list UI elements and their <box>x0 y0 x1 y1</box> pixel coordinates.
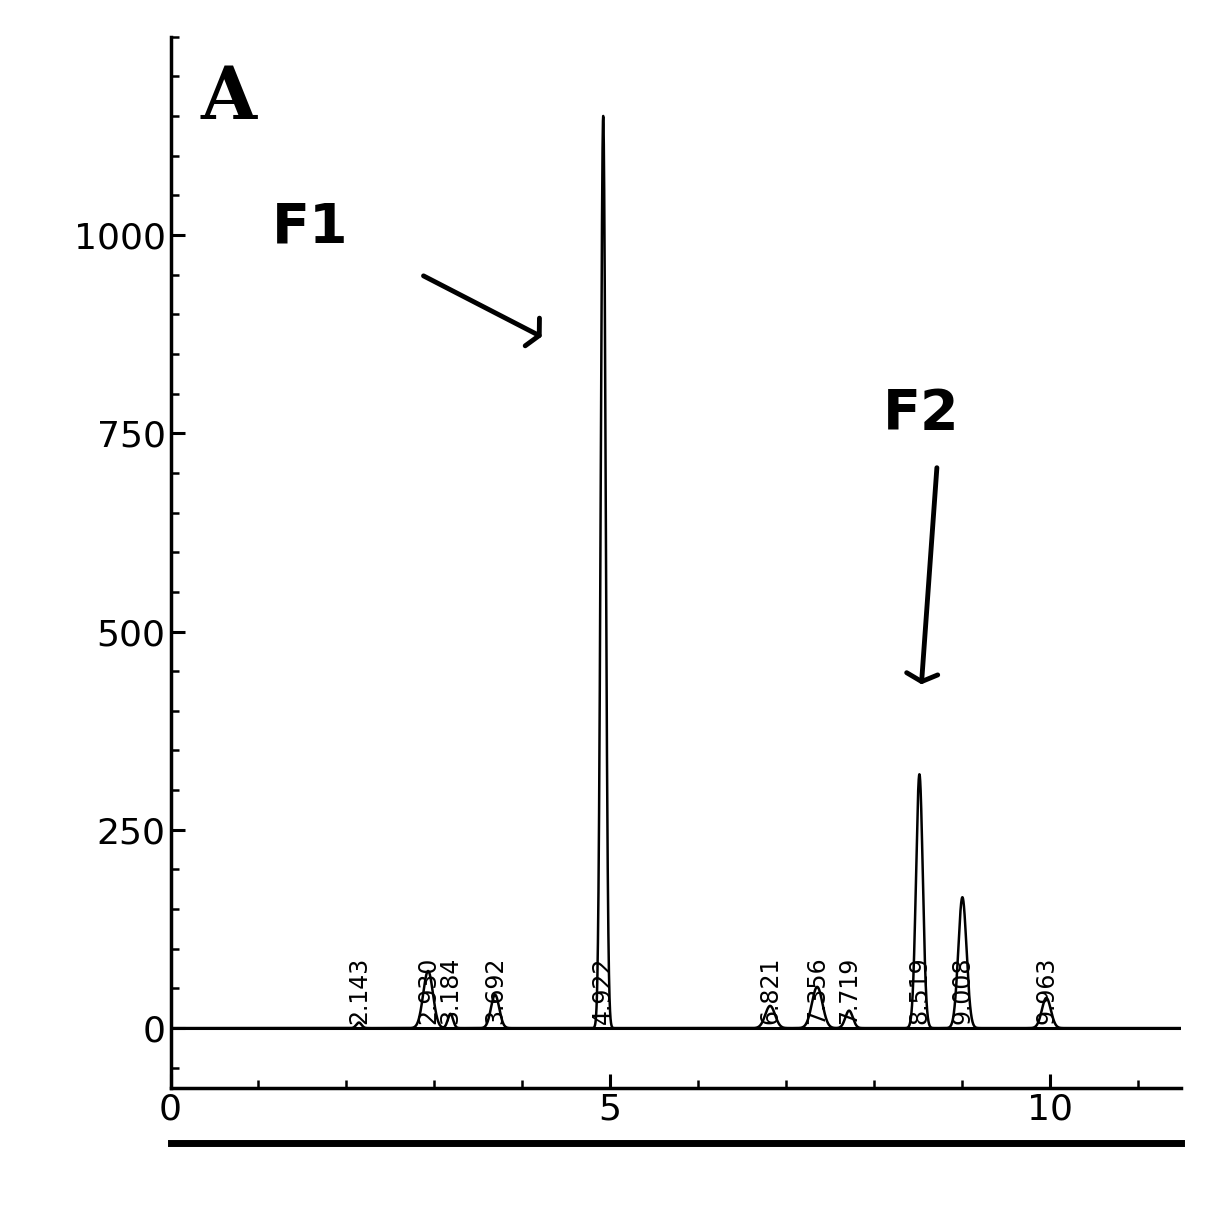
Text: 3.184: 3.184 <box>438 957 463 1024</box>
Text: 7.719: 7.719 <box>837 957 861 1024</box>
Text: 7.356: 7.356 <box>805 957 829 1024</box>
Text: 6.821: 6.821 <box>758 957 782 1024</box>
Text: F1: F1 <box>272 200 348 254</box>
Text: 8.519: 8.519 <box>907 957 932 1024</box>
Text: 2.930: 2.930 <box>417 957 440 1024</box>
Text: F2: F2 <box>883 387 960 441</box>
Text: 9.008: 9.008 <box>950 957 974 1024</box>
Text: 3.692: 3.692 <box>484 957 507 1024</box>
Text: A: A <box>201 62 257 134</box>
Text: 4.922: 4.922 <box>591 957 615 1024</box>
Text: 2.143: 2.143 <box>347 957 371 1024</box>
Text: 9.963: 9.963 <box>1034 957 1058 1024</box>
